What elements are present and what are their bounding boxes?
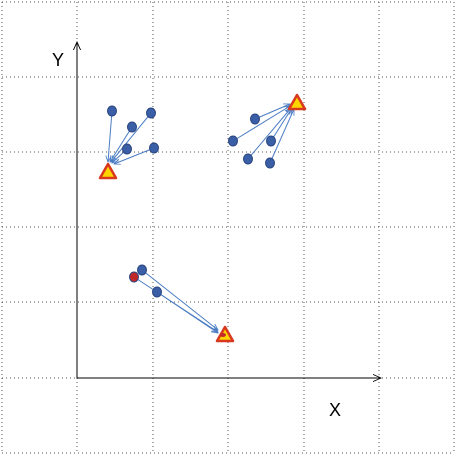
y-axis-label: Y bbox=[52, 50, 64, 70]
centroids bbox=[98, 93, 307, 343]
x-axis-label: X bbox=[329, 400, 341, 420]
points bbox=[107, 105, 276, 298]
arrows bbox=[108, 104, 295, 333]
axes: Y X bbox=[52, 42, 381, 420]
